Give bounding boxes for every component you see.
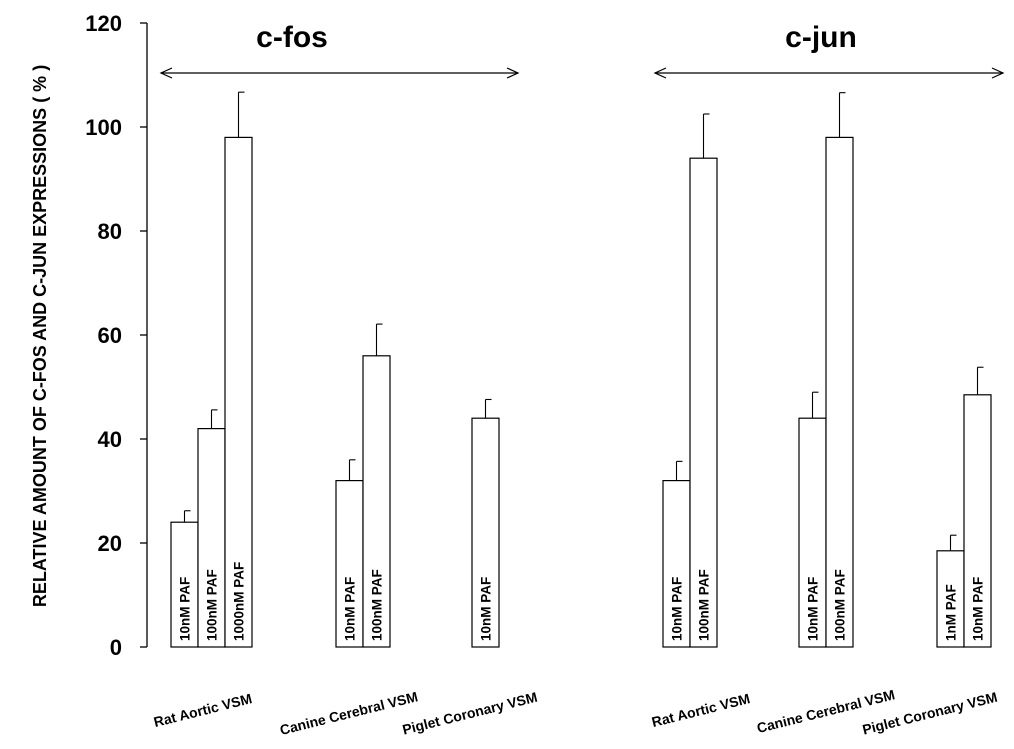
y-tick-label: 60 [98, 323, 122, 348]
category-label: Canine Cerebral VSM [278, 688, 419, 738]
group-label: c-jun [785, 21, 857, 54]
bar-label: 100nM PAF [205, 569, 220, 641]
arrow-head-left [159, 67, 173, 79]
y-tick-label: 0 [110, 635, 122, 660]
bar-label: 10nM PAF [806, 577, 821, 641]
bar-label: 100nM PAF [370, 569, 385, 641]
bar-label: 100nM PAF [833, 569, 848, 641]
arrow-head-left [653, 67, 667, 79]
bar-label: 10nM PAF [343, 577, 358, 641]
group-range-arrows [159, 67, 1005, 79]
bar-label: 10nM PAF [479, 577, 494, 641]
bar-label: 10nM PAF [971, 577, 986, 641]
bar [825, 136, 854, 648]
bar-label: 10nM PAF [178, 577, 193, 641]
bar [936, 550, 965, 648]
bar-label: 1nM PAF [944, 584, 959, 641]
bar [197, 428, 226, 648]
y-tick-label: 80 [98, 219, 122, 244]
y-tick-label: 20 [98, 531, 122, 556]
category-label: Piglet Coronary VSM [401, 689, 539, 738]
y-axis-label: RELATIVE AMOUNT OF C-FOS AND C-JUN EXPRE… [30, 65, 50, 607]
bar [662, 480, 691, 648]
category-labels: c-fos Rat Aortic VSM Canine Cerebral VSMPi… [152, 21, 999, 738]
category-label: Rat Aortic VSM [152, 690, 253, 730]
bar-label: 1000nM PAF [232, 562, 247, 641]
bar [362, 355, 391, 648]
bar [689, 157, 718, 648]
y-axis: 0 20 40 60 80 100 120 [85, 11, 148, 660]
bars: 10nM PAF 100nM PAF 1000nM PAF 10nM PAF 100nM… [170, 91, 992, 648]
bar-label: 10nM PAF [670, 577, 685, 641]
arrow-head-right [506, 67, 520, 79]
category-label: Rat Aortic VSM [650, 690, 751, 730]
arrow-head-right [991, 67, 1005, 79]
y-tick-label: 120 [85, 11, 122, 36]
y-tick-label: 40 [98, 427, 122, 452]
y-tick-label: 100 [85, 115, 122, 140]
bar-label: 100nM PAF [697, 569, 712, 641]
group-label: c-fos [256, 21, 328, 54]
